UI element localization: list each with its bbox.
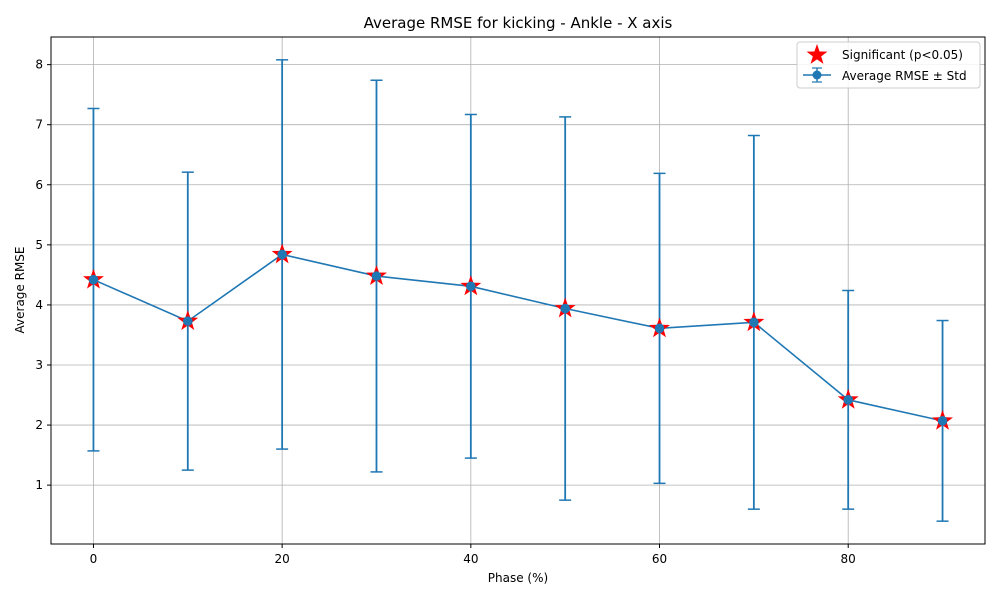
y-tick-label: 6	[35, 178, 43, 192]
y-tick-label: 2	[35, 418, 43, 432]
series-line	[93, 253, 943, 422]
legend: Significant (p<0.05) Average RMSE ± Std	[796, 41, 981, 89]
data-point	[182, 316, 193, 326]
x-axis-label: Phase (%)	[488, 571, 548, 585]
data-point	[654, 323, 665, 334]
legend-box	[796, 41, 981, 89]
legend-point-icon	[812, 70, 822, 80]
data-point	[937, 416, 948, 426]
axis-ticks: 0 20 40 60 80 1 2 3 4 5 6 7 8	[35, 58, 855, 566]
data-point	[371, 271, 382, 281]
y-tick-label: 7	[35, 118, 43, 132]
legend-series-marker	[803, 67, 831, 83]
y-tick-label: 1	[35, 478, 43, 492]
chart-title: Average RMSE for kicking - Ankle - X axi…	[364, 14, 673, 32]
data-point	[749, 317, 759, 328]
y-tick-label: 5	[35, 238, 43, 252]
x-tick-label: 60	[652, 552, 667, 566]
x-tick-label: 0	[90, 552, 98, 566]
y-tick-label: 8	[35, 58, 43, 72]
data-point	[466, 281, 476, 292]
data-point	[843, 395, 854, 405]
plot-frame	[50, 36, 986, 545]
y-tick-label: 3	[35, 358, 43, 372]
x-tick-label: 80	[841, 552, 856, 566]
legend-series-label: Average RMSE ± Std	[842, 69, 967, 83]
x-tick-label: 20	[275, 552, 290, 566]
data-point	[88, 274, 99, 285]
data-layer	[82, 59, 954, 522]
data-point	[560, 303, 570, 314]
legend-significant-marker	[806, 44, 828, 64]
y-axis-label: Average RMSE	[13, 247, 27, 334]
y-tick-label: 4	[35, 298, 43, 312]
legend-star-icon	[806, 44, 828, 64]
data-point	[277, 249, 287, 260]
legend-significant-label: Significant (p<0.05)	[842, 48, 963, 62]
x-tick-label: 40	[463, 552, 478, 566]
